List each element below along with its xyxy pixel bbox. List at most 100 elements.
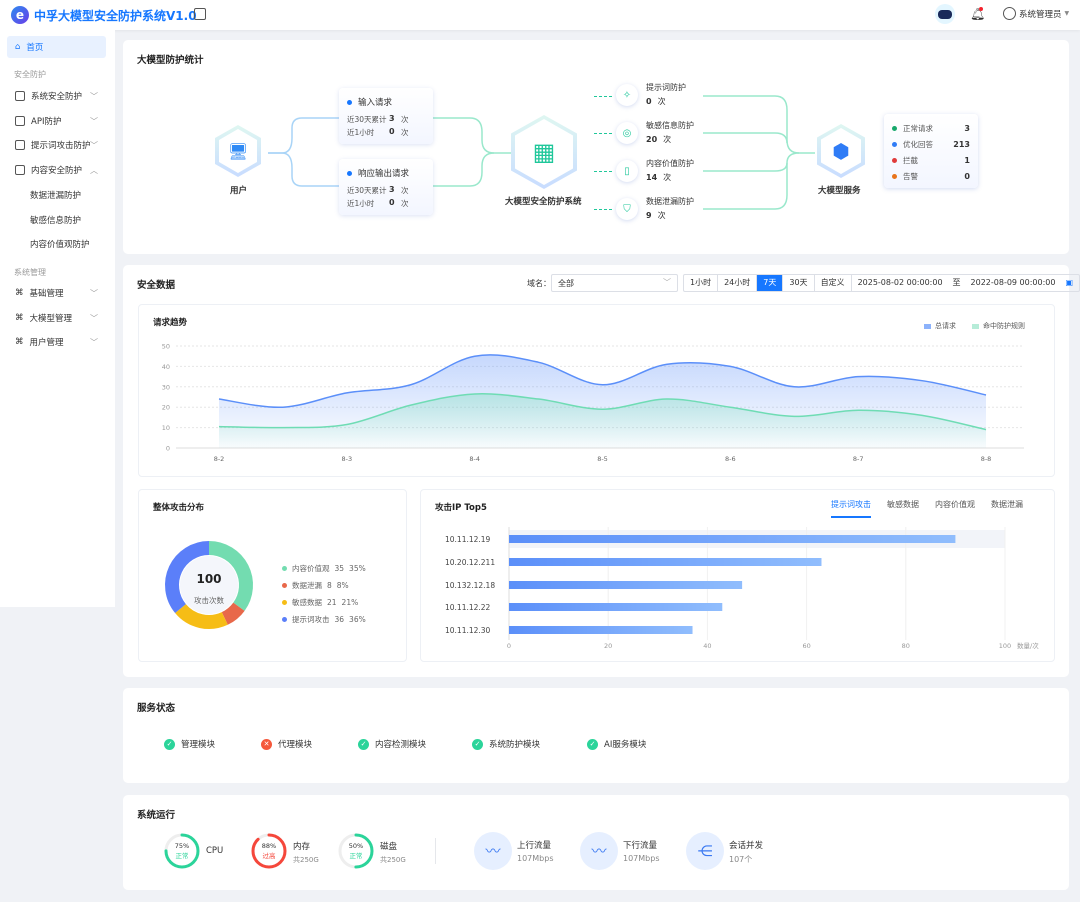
sidebar-item-prompt-attack[interactable]: 提示词攻击防护 ﹀ bbox=[7, 134, 106, 156]
legend-label: 数据泄漏 bbox=[292, 581, 322, 590]
shield-doc-icon bbox=[15, 165, 25, 175]
x-tick-label: 8-2 bbox=[214, 455, 225, 463]
protection-label: 数据泄漏防护 bbox=[646, 197, 694, 206]
domain-value: 全部 bbox=[558, 279, 574, 288]
legend-dot bbox=[282, 617, 287, 622]
result-value: 213 bbox=[953, 140, 970, 149]
bar[interactable] bbox=[509, 603, 723, 611]
sidebar-item-basic[interactable]: ⌘ 基础管理 ﹀ bbox=[7, 282, 106, 304]
range-30d[interactable]: 30天 bbox=[783, 275, 815, 291]
date-range-picker[interactable]: 2025-08-02 00:00:00 至 2022-08-09 00:00:00 ▣ bbox=[852, 275, 1079, 291]
donut-slice[interactable] bbox=[221, 602, 245, 625]
bar[interactable] bbox=[509, 535, 956, 543]
grid-icon: ⌘ bbox=[15, 313, 24, 323]
sidebar-item-system-security[interactable]: 系统安全防护 ﹀ bbox=[7, 85, 106, 107]
unit: 次 bbox=[657, 211, 666, 220]
result-label: 正常请求 bbox=[903, 124, 933, 133]
domain-select[interactable]: 全部 ﹀ bbox=[551, 274, 678, 292]
sidebar-subitem-values[interactable]: 内容价值观防护 bbox=[7, 233, 106, 255]
protection-count: 9 bbox=[646, 211, 652, 220]
gauge-status: 正常 bbox=[175, 852, 189, 860]
status-dot bbox=[347, 99, 352, 105]
sidebar bbox=[0, 30, 115, 607]
card-title: 系统运行 bbox=[137, 810, 176, 821]
shield-doc-icon bbox=[15, 91, 25, 101]
sidebar-subitem-sensitive[interactable]: 敏感信息防护 bbox=[7, 209, 106, 231]
legend-item[interactable]: 总请求 bbox=[924, 321, 956, 331]
legend-item[interactable]: 命中防护规则 bbox=[972, 321, 1025, 331]
bar[interactable] bbox=[509, 558, 822, 566]
legend-percent: 21% bbox=[341, 598, 359, 607]
chevron-down-icon: ﹀ bbox=[90, 337, 98, 347]
flow-connectors bbox=[268, 95, 815, 210]
divider bbox=[435, 838, 436, 864]
gauge-ring bbox=[251, 833, 287, 869]
x-tick-label: 8-3 bbox=[342, 455, 353, 463]
card-title: 服务状态 bbox=[137, 703, 176, 714]
user-menu[interactable]: 系统管理员 ▼ bbox=[1003, 7, 1069, 20]
service-label: AI服务模块 bbox=[604, 740, 647, 750]
protection-label: 提示词防护 bbox=[646, 83, 686, 92]
service-item: ✓ AI服务模块 bbox=[587, 738, 646, 750]
protection-label: 敏感信息防护 bbox=[646, 121, 694, 130]
row-label: 近30天累计 bbox=[347, 186, 387, 195]
bar[interactable] bbox=[509, 626, 693, 634]
sidebar-item-label: 基础管理 bbox=[29, 289, 64, 299]
donut-slice[interactable] bbox=[175, 603, 228, 629]
x-tick-label: 8-4 bbox=[469, 455, 480, 463]
legend-value: 8 bbox=[327, 581, 332, 590]
sidebar-group-label: 系统管理 bbox=[14, 268, 46, 277]
donut-slice[interactable] bbox=[208, 541, 253, 611]
tab-content-values[interactable]: 内容价值观 bbox=[935, 500, 975, 509]
y-tick-label: 10.11.12.30 bbox=[445, 626, 491, 635]
chevron-down-icon: ﹀ bbox=[90, 288, 98, 298]
row-label: 近1小时 bbox=[347, 128, 375, 137]
sidebar-subitem-data-leak[interactable]: 数据泄漏防护 bbox=[7, 184, 106, 206]
result-value: 0 bbox=[964, 172, 970, 181]
donut-center-label: 攻击次数 bbox=[194, 596, 224, 605]
legend-swatch bbox=[924, 323, 931, 329]
tab-data-leak[interactable]: 数据泄漏 bbox=[991, 500, 1023, 509]
legend-item: 提示词攻击 36 36% bbox=[282, 611, 366, 628]
sidebar-item-users[interactable]: ⌘ 用户管理 ﹀ bbox=[7, 331, 106, 353]
tab-prompt-attack[interactable]: 提示词攻击 bbox=[831, 499, 871, 518]
gauge-percent: 88% bbox=[261, 842, 277, 850]
sidebar-item-content-security[interactable]: 内容安全防护 ︿ bbox=[7, 159, 106, 181]
range-1h[interactable]: 1小时 bbox=[684, 275, 719, 291]
robot-assistant-icon[interactable] bbox=[935, 4, 955, 24]
check-circle-icon: ✓ bbox=[164, 738, 175, 750]
unit: 次 bbox=[663, 173, 672, 182]
session-value: 107个 bbox=[729, 855, 753, 864]
attack-type-tabs: 提示词攻击 敏感数据 内容价值观 数据泄漏 bbox=[831, 499, 1023, 518]
attack-ip-top5-chart: 攻击IP Top5 0 20 40 60 80 100 数量/次 10.11.12.19 10.… bbox=[420, 489, 1055, 662]
tab-sensitive-data[interactable]: 敏感数据 bbox=[887, 500, 919, 509]
row-label: 近30天累计 bbox=[347, 115, 387, 124]
donut-slice[interactable] bbox=[165, 541, 210, 614]
service-label: 系统防护模块 bbox=[489, 740, 541, 750]
legend-percent: 36% bbox=[349, 615, 366, 624]
range-7d[interactable]: 7天 bbox=[757, 275, 784, 291]
donut-svg bbox=[165, 541, 253, 629]
top-header bbox=[0, 0, 1080, 30]
traffic-label: 上行流量 bbox=[517, 841, 552, 851]
collapse-sidebar-icon[interactable] bbox=[194, 8, 206, 20]
range-custom[interactable]: 自定义 bbox=[815, 275, 852, 291]
shield-doc-icon bbox=[15, 140, 25, 150]
protection-count: 14 bbox=[646, 173, 658, 182]
legend-label: 总请求 bbox=[935, 322, 956, 330]
legend-label: 提示词攻击 bbox=[292, 615, 330, 624]
donut-legend: 内容价值观 35 35% 数据泄漏 8 8% 敏感数据 21 21% 提示词攻击 36 36% bbox=[282, 560, 366, 628]
download-traffic-icon: 〰 bbox=[580, 832, 618, 870]
sidebar-item-llm[interactable]: ⌘ 大模型管理 ﹀ bbox=[7, 307, 106, 329]
check-circle-icon: ✓ bbox=[587, 738, 598, 750]
line-chart-svg: 0 10 20 30 40 50 8-2 8-3 8-4 8-5 8-6 8-7 8-8 bbox=[162, 343, 1024, 463]
y-tick-label: 10.20.12.211 bbox=[445, 558, 495, 567]
check-circle-icon: ✓ bbox=[472, 738, 483, 750]
bar[interactable] bbox=[509, 581, 743, 589]
dashed-arrow bbox=[594, 96, 612, 97]
sidebar-item-api[interactable]: API防护 ﹀ bbox=[7, 110, 106, 132]
unit: 次 bbox=[401, 115, 409, 124]
sidebar-item-home[interactable]: ⌂ 首页 bbox=[7, 36, 106, 58]
x-tick-label: 40 bbox=[703, 642, 711, 650]
range-24h[interactable]: 24小时 bbox=[718, 275, 758, 291]
